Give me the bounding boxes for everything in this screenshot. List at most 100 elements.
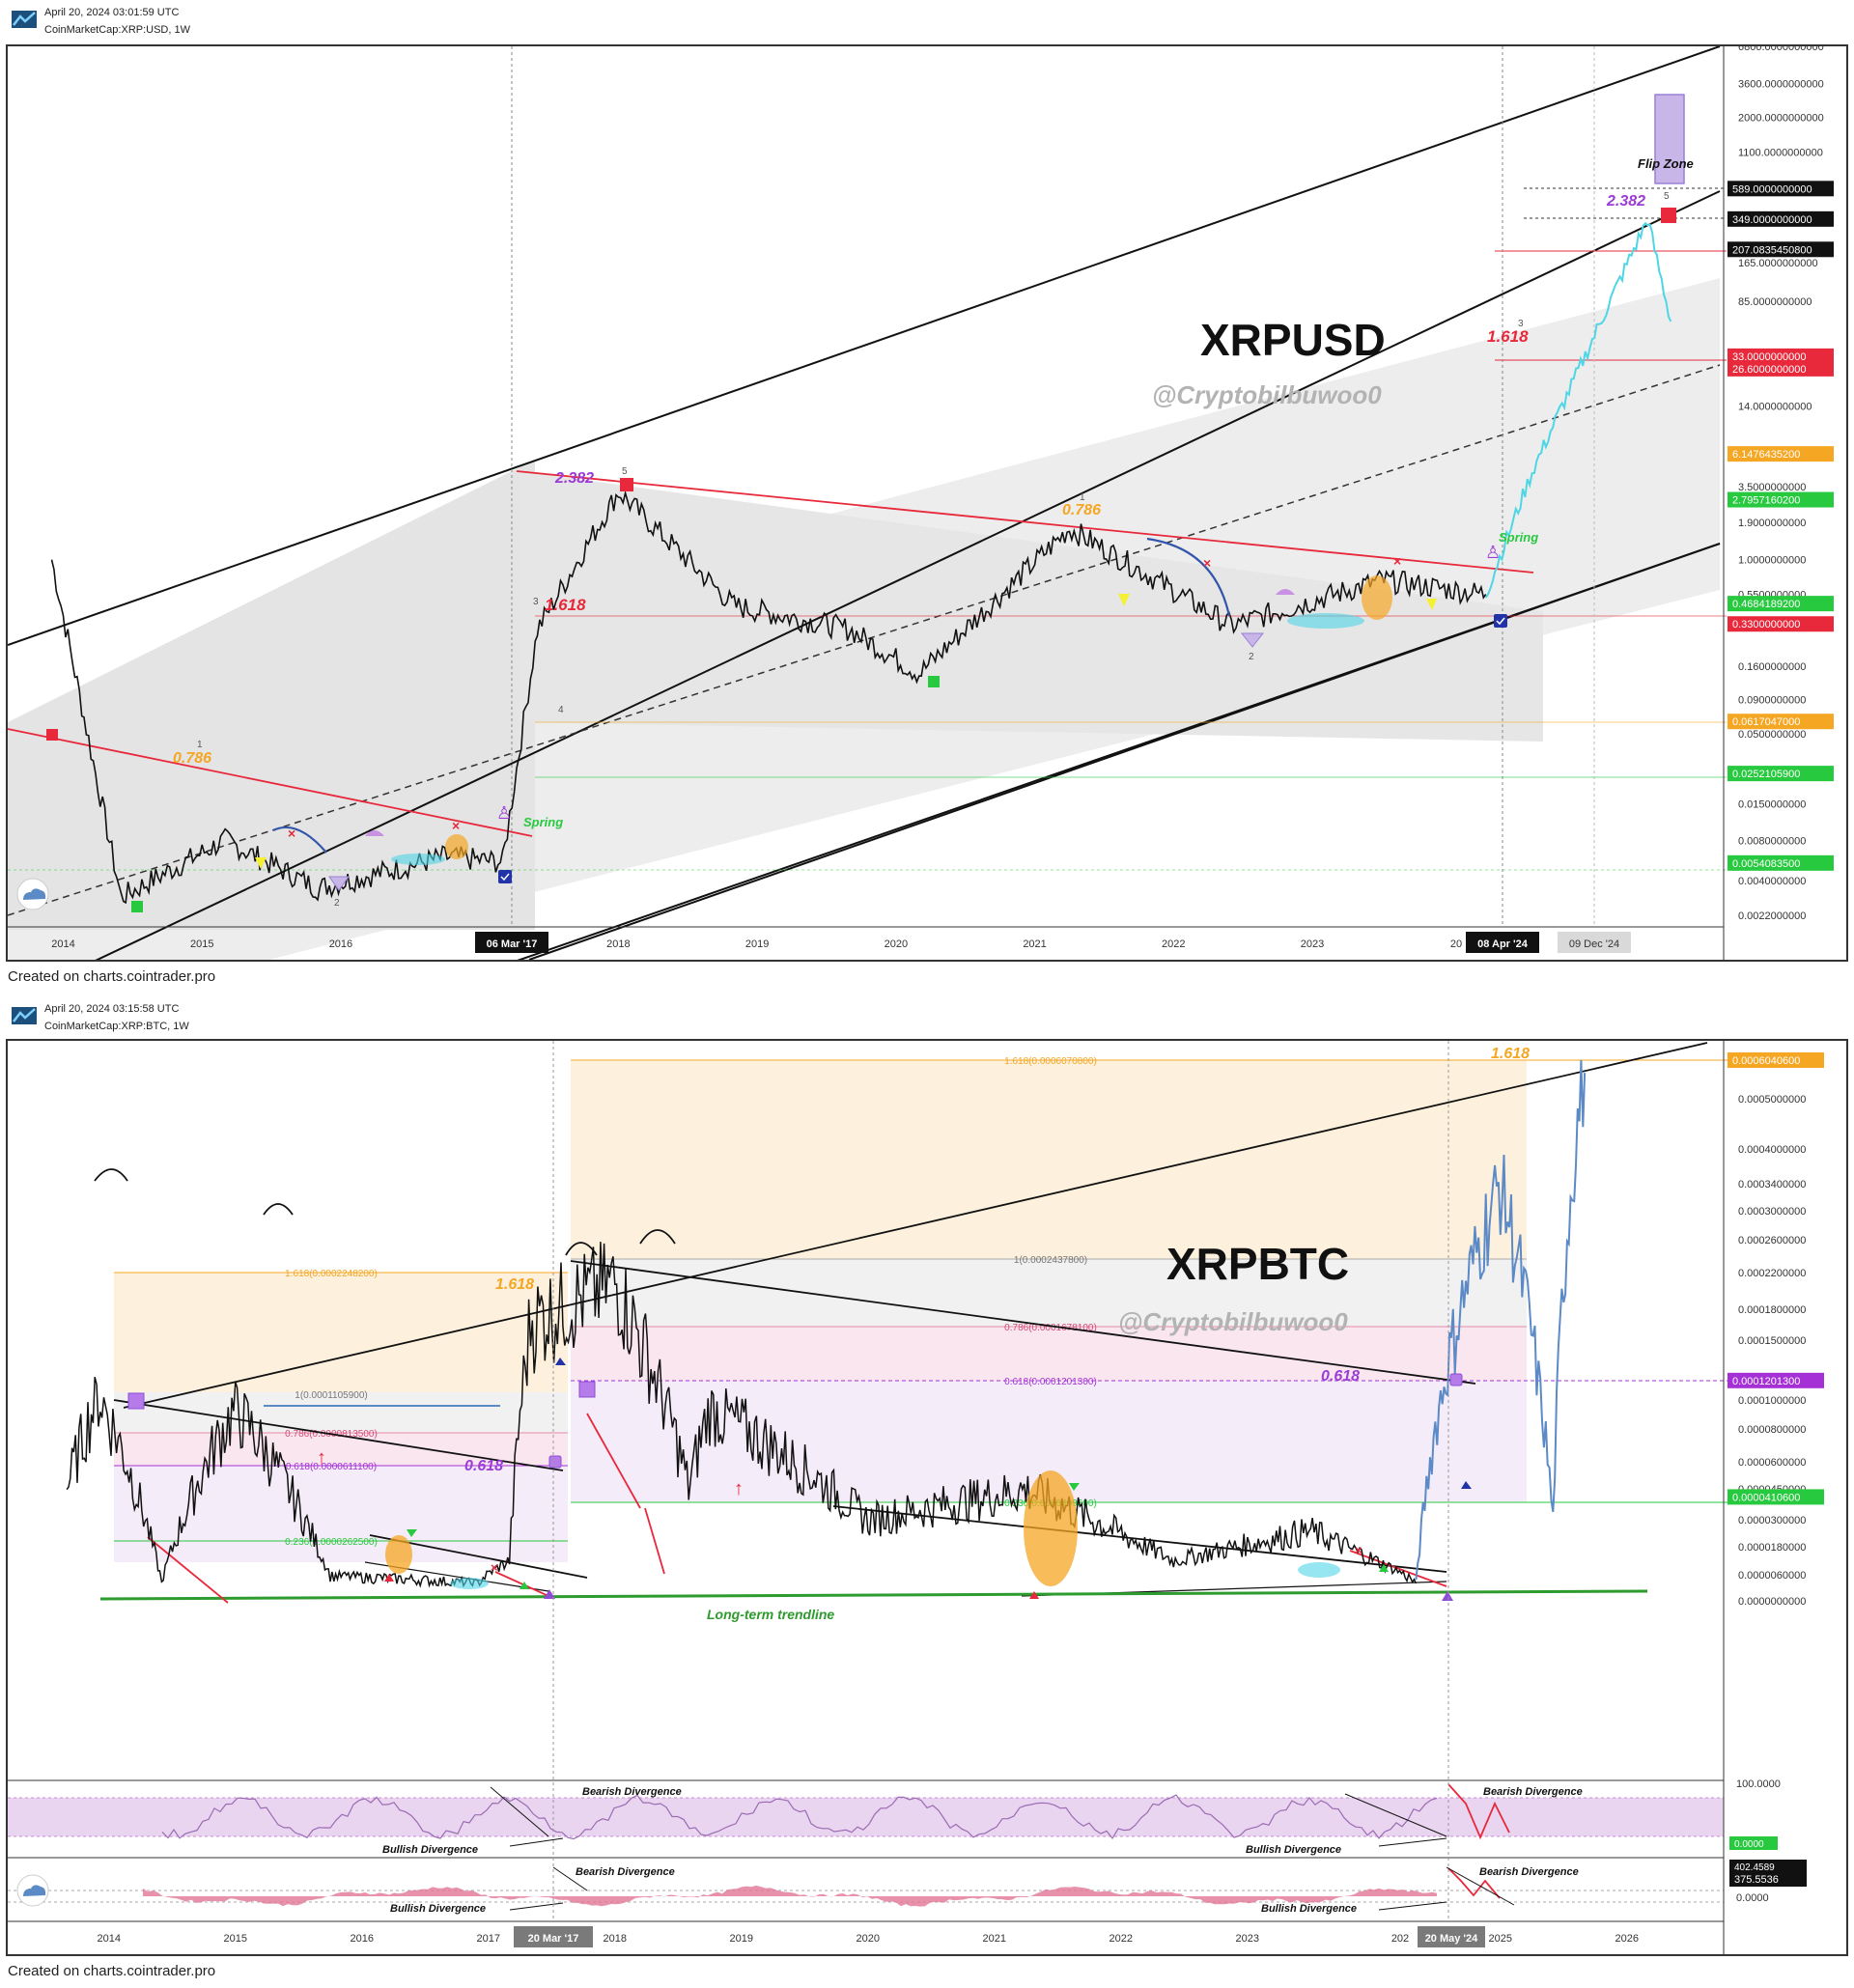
y-tick-label: 0.0040000000 bbox=[1738, 876, 1806, 887]
x-tick-label: 2018 bbox=[606, 938, 630, 950]
axis-label-partial: 202 bbox=[1391, 1933, 1409, 1945]
axis-label-partial: 20 bbox=[1450, 938, 1462, 950]
price-tag bbox=[1728, 1052, 1824, 1068]
price-tag bbox=[1728, 1372, 1824, 1388]
top-square-2025 bbox=[1661, 208, 1676, 223]
wave-label: 3 bbox=[1518, 319, 1524, 329]
y-tick-label: 0.0000180000 bbox=[1738, 1542, 1806, 1554]
flip-zone-label: Flip Zone bbox=[1638, 156, 1694, 171]
fib-line-label: 1.618(0.0006070800) bbox=[1004, 1056, 1097, 1067]
y-tick-label: 0.0001800000 bbox=[1738, 1304, 1806, 1316]
fib-1618-label: 1.618 bbox=[545, 596, 586, 614]
fib-0618-label: 0.618 bbox=[1321, 1368, 1360, 1385]
wave-label: 2 bbox=[334, 898, 340, 909]
long-term-trendline bbox=[99, 1589, 1648, 1601]
fib-1618-label: 1.618 bbox=[495, 1276, 534, 1293]
price-tags: 0.0006040600 0.0001201300 0.0000410600 bbox=[1728, 1052, 1824, 1505]
marker-label: 08 Apr '24 bbox=[1477, 938, 1529, 950]
wave-label: 1 bbox=[1080, 492, 1085, 503]
xrpusd-chart[interactable]: × × × × ♙ ♙ 2.382 2.382 1.618 1.618 0.78… bbox=[8, 46, 1846, 960]
fib-line-label: 1.618(0.0002248200) bbox=[285, 1269, 378, 1279]
time-axis: 2014 2015 2016 2018 2019 2020 2021 2022 2023 bbox=[51, 938, 1324, 950]
svg-text:×: × bbox=[452, 818, 460, 833]
y-tick-label: 0.0003400000 bbox=[1738, 1179, 1806, 1190]
x-tick-label: 2018 bbox=[604, 1933, 627, 1945]
x-tick-label: 2023 bbox=[1236, 1933, 1259, 1945]
price-tag-label: 0.3300000000 bbox=[1732, 619, 1800, 630]
price-tag bbox=[1728, 446, 1834, 462]
trendline-label: Long-term trendline bbox=[707, 1607, 834, 1622]
price-tag-label: 0.0006040600 bbox=[1732, 1055, 1800, 1067]
x-tick-label: 2019 bbox=[745, 938, 769, 950]
watermark-title: XRPUSD bbox=[1200, 315, 1386, 365]
y-tick-label: 0.0500000000 bbox=[1738, 729, 1806, 741]
spring-icon: ♙ bbox=[496, 803, 512, 823]
cloud-icon[interactable] bbox=[16, 878, 49, 910]
y-tick-label: 0.0000800000 bbox=[1738, 1424, 1806, 1436]
fib-0786-label: 0.786 bbox=[173, 750, 211, 767]
price-tag-label: 6.1476435200 bbox=[1732, 449, 1800, 461]
price-tag bbox=[1728, 360, 1834, 377]
y-tick-label: 0.0000600000 bbox=[1738, 1457, 1806, 1469]
x-tick-label: 2020 bbox=[857, 1933, 880, 1945]
y-tick-label: 0.0080000000 bbox=[1738, 835, 1806, 847]
y-tick-label: 0.0002200000 bbox=[1738, 1268, 1806, 1279]
chart-timestamp: April 20, 2024 03:01:59 UTC bbox=[44, 7, 180, 18]
bullish-divergence-label: Bullish Divergence bbox=[1261, 1903, 1357, 1915]
price-tag-label: 589.0000000000 bbox=[1732, 183, 1812, 195]
price-tag-label: 0.0252105900 bbox=[1732, 769, 1800, 780]
cloud-icon[interactable] bbox=[16, 1874, 49, 1907]
x-tick-label: 2021 bbox=[983, 1933, 1006, 1945]
svg-text:×: × bbox=[491, 1560, 498, 1575]
y-tick-label: 1.9000000000 bbox=[1738, 518, 1806, 529]
price-tag-label: 0.0617047000 bbox=[1732, 716, 1800, 728]
marker-label: 20 Mar '17 bbox=[528, 1933, 579, 1945]
chart-symbol: CoinMarketCap:XRP:BTC, 1W bbox=[44, 1021, 189, 1032]
price-series-early bbox=[50, 490, 1487, 905]
macd-histogram bbox=[143, 1885, 1437, 1907]
price-tag bbox=[1728, 348, 1834, 364]
watermark-title: XRPBTC bbox=[1166, 1239, 1349, 1289]
x-tick-label: 2016 bbox=[329, 938, 352, 950]
fib-1618-label: 1.618 bbox=[1487, 327, 1529, 346]
x-tick-label: 2026 bbox=[1615, 1933, 1639, 1945]
x-tick-label: 2021 bbox=[1023, 938, 1046, 950]
price-tag-label: 0.0000410600 bbox=[1732, 1492, 1800, 1503]
y-tick-label: 14.0000000000 bbox=[1738, 402, 1812, 413]
price-projection-series bbox=[1484, 221, 1672, 599]
price-tag-label: 207.0835450800 bbox=[1732, 244, 1812, 256]
bearish-divergence-label: Bearish Divergence bbox=[1483, 1786, 1583, 1798]
svg-text:×: × bbox=[1393, 553, 1401, 569]
price-tag bbox=[1728, 181, 1834, 197]
y-tick-label: 1.0000000000 bbox=[1738, 554, 1806, 566]
marker-label: 20 May '24 bbox=[1425, 1933, 1478, 1945]
bullish-divergence-label: Bullish Divergence bbox=[382, 1844, 478, 1856]
chart-timestamp: April 20, 2024 03:15:58 UTC bbox=[44, 1003, 180, 1015]
xrpbtc-chart[interactable]: 1.618(0.0006070800) 1(0.0002437800) 0.78… bbox=[8, 1041, 1846, 1954]
x-tick-label: 2019 bbox=[730, 1933, 753, 1945]
price-tag-label: 2.7957160200 bbox=[1732, 495, 1800, 507]
svg-text:×: × bbox=[288, 826, 295, 841]
svg-text:↑: ↑ bbox=[317, 1447, 326, 1469]
price-tag-label: 349.0000000000 bbox=[1732, 214, 1812, 226]
fib-1618-label: 1.618 bbox=[1491, 1046, 1530, 1062]
price-line bbox=[66, 1242, 1418, 1588]
price-projection-series bbox=[1415, 1059, 1587, 1581]
macd-axis-label: 375.5536 bbox=[1734, 1874, 1779, 1886]
x-tick-label: 2020 bbox=[885, 938, 908, 950]
wave-label: 1 bbox=[197, 740, 203, 750]
bearish-divergence-label: Bearish Divergence bbox=[582, 1786, 682, 1798]
y-tick-label: 0.0005000000 bbox=[1738, 1094, 1806, 1106]
x-tick-label: 2016 bbox=[351, 1933, 374, 1945]
rsi-axis-label: 0.0000 bbox=[1734, 1839, 1764, 1850]
price-tag-label: 0.0001201300 bbox=[1732, 1376, 1800, 1387]
wave-label: 5 bbox=[622, 466, 628, 477]
price-tag bbox=[1728, 596, 1834, 612]
macd-axis-label: 402.4589 bbox=[1734, 1862, 1775, 1873]
wave-label: 2 bbox=[1249, 652, 1254, 662]
wave-label: 3 bbox=[533, 597, 539, 607]
spring-icon: ♙ bbox=[1485, 543, 1501, 562]
svg-text:×: × bbox=[1203, 555, 1211, 571]
fib-2382-label: 2.382 bbox=[554, 470, 594, 487]
footer-credit: Created on charts.cointrader.pro bbox=[8, 1963, 216, 1979]
